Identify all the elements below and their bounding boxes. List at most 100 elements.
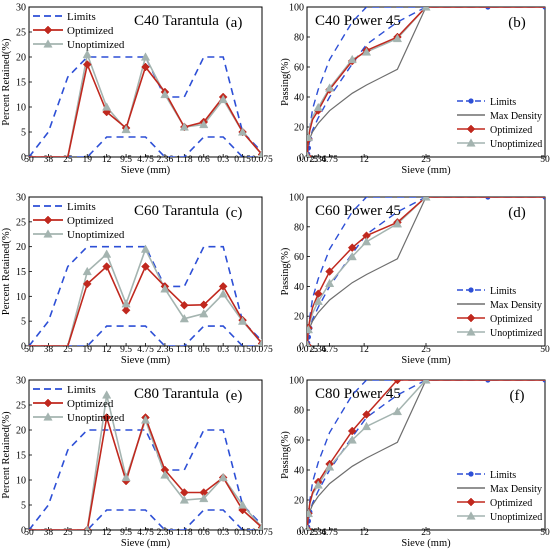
unoptimized-point: [199, 119, 209, 129]
chart-title: C60 Tarantula: [134, 203, 219, 219]
optimized-point: [82, 60, 92, 69]
x-tick-label: 50: [540, 528, 550, 538]
x-tick-label: 50: [540, 155, 550, 165]
x-tick-label: 0.075: [297, 528, 319, 538]
unoptimized-point: [82, 49, 92, 59]
y-tick-label: 100: [289, 193, 304, 204]
chart-panel-c: 0 5 10 15 20 25 30 50 38 25 19 12 9.5 4.75 2.36 1.18 0.6…: [1, 193, 273, 367]
x-tick-label: 2.36: [157, 155, 174, 165]
unoptimized-point: [307, 151, 311, 157]
data-layer: [307, 7, 545, 157]
unoptimized-point: [258, 338, 262, 346]
y-tick-label: 20: [16, 242, 26, 253]
x-tick-label: 0.15: [234, 528, 251, 538]
legend-label-unoptimized: Unoptimized: [67, 412, 125, 424]
x-tick-label: 0.3: [217, 345, 229, 355]
unoptimized-point: [347, 251, 357, 261]
data-layer: [29, 244, 262, 346]
unoptimized-point: [257, 149, 262, 157]
unoptimized-point: [257, 522, 262, 530]
x-tick-label: 2.36: [157, 345, 174, 355]
x-axis-label: Sieve (mm): [121, 538, 171, 549]
y-axis-label: Passing(%): [280, 431, 291, 479]
y-axis-label: Passing(%): [280, 58, 291, 106]
optimized-point: [393, 380, 402, 385]
unoptimized-point: [160, 89, 170, 99]
y-tick-label: 20: [16, 53, 26, 64]
optimized-point: [121, 305, 131, 315]
x-tick-label: 12: [359, 528, 369, 538]
limits-lower-line: [29, 325, 262, 346]
unoptimized-point: [140, 415, 151, 424]
y-tick-label: 60: [294, 63, 304, 74]
legend-label-unoptimized: Unoptimized: [67, 229, 125, 241]
unoptimized-point: [307, 524, 311, 530]
y-tick-label: 5: [21, 317, 26, 328]
data-layer: [29, 390, 262, 530]
y-axis-label: Percent Retained(%): [1, 227, 12, 315]
legend-label-optimized: Optimized: [67, 215, 114, 227]
x-tick-label: 12: [359, 155, 369, 165]
limits-upper-line: [29, 245, 262, 346]
legend-marker-optimized: [43, 215, 53, 225]
data-layer: [307, 380, 545, 530]
chart-title: C40 Tarantula: [134, 13, 219, 29]
x-tick-label: 0.075: [297, 345, 319, 355]
x-tick-label: 12: [102, 155, 112, 165]
y-tick-label: 15: [16, 451, 26, 462]
x-tick-label: 0.3: [217, 155, 229, 165]
unoptimized-point: [102, 102, 112, 111]
x-axis-label: Sieve (mm): [121, 165, 171, 176]
legend-label-optimized: Optimized: [490, 498, 532, 509]
x-tick-label: 25: [421, 345, 431, 355]
x-tick-label: 0.6: [198, 345, 210, 355]
y-tick-label: 20: [16, 426, 26, 437]
y-tick-label: 25: [16, 217, 26, 228]
unoptimized-point: [361, 236, 372, 246]
unoptimized-point: [307, 132, 314, 142]
legend-label-unoptimized: Unoptimized: [490, 512, 542, 523]
optimized-line: [29, 414, 262, 530]
legend-marker-limits: [468, 471, 474, 477]
y-tick-label: 0: [299, 153, 304, 164]
limits-upper-line: [29, 429, 262, 530]
legend: Limits Optimized Unoptimized: [33, 11, 125, 51]
unoptimized-point: [102, 390, 112, 399]
unoptimized-point: [121, 472, 131, 482]
legend: Limits Max Density Optimized Unoptimized: [457, 470, 542, 523]
unoptimized-point: [237, 500, 248, 509]
unoptimized-point: [199, 309, 209, 318]
legend-label-optimized: Optimized: [490, 314, 532, 325]
unoptimized-point: [121, 299, 131, 308]
legend-marker-optimized: [43, 398, 53, 408]
y-tick-label: 40: [294, 93, 304, 104]
legend-label-limits: Limits: [490, 97, 516, 108]
y-tick-label: 40: [294, 466, 304, 477]
unoptimized-point: [140, 244, 151, 253]
legend-label-optimized: Optimized: [67, 25, 114, 37]
x-tick-label: 25: [63, 155, 73, 165]
unoptimized-point: [218, 94, 228, 104]
limits-lower-line: [307, 7, 545, 157]
legend-label-unoptimized: Unoptimized: [490, 139, 542, 150]
unoptimized-point: [361, 421, 372, 431]
y-tick-label: 0: [299, 342, 304, 353]
panel-label: (c): [226, 205, 243, 221]
x-tick-label: 0.075: [297, 155, 319, 165]
legend: Limits Optimized Unoptimized: [33, 384, 125, 424]
unoptimized-point: [121, 124, 131, 134]
unoptimized-point: [347, 435, 357, 444]
y-tick-label: 0: [21, 526, 26, 537]
x-tick-label: 12: [102, 528, 112, 538]
unoptimized-point: [237, 127, 248, 136]
x-tick-label: 4.75: [321, 528, 338, 538]
unoptimized-point: [307, 340, 311, 346]
optimized-point: [141, 62, 150, 72]
legend-label-limits: Limits: [490, 286, 516, 297]
legend-label-limits: Limits: [67, 201, 96, 213]
x-tick-label: 1.18: [176, 345, 193, 355]
